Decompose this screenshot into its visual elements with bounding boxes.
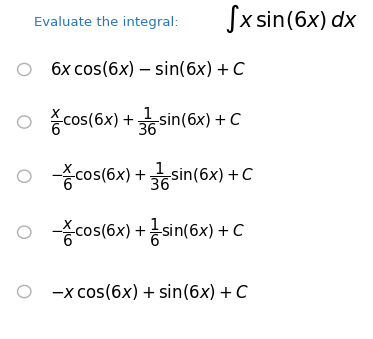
- Text: $6x\,\cos(6x) - \sin(6x) + C$: $6x\,\cos(6x) - \sin(6x) + C$: [50, 60, 247, 79]
- Circle shape: [18, 170, 31, 182]
- Text: $\int x\,\sin(6x)\,dx$: $\int x\,\sin(6x)\,dx$: [224, 2, 358, 35]
- Circle shape: [18, 116, 31, 128]
- Text: $-\dfrac{x}{6}\cos(6x) + \dfrac{1}{6}\sin(6x) + C$: $-\dfrac{x}{6}\cos(6x) + \dfrac{1}{6}\si…: [50, 216, 245, 248]
- Text: Evaluate the integral:: Evaluate the integral:: [34, 16, 178, 28]
- Circle shape: [18, 226, 31, 238]
- Text: $\dfrac{x}{6}\cos(6x) + \dfrac{1}{36}\sin(6x) + C$: $\dfrac{x}{6}\cos(6x) + \dfrac{1}{36}\si…: [50, 106, 242, 138]
- Circle shape: [18, 285, 31, 298]
- Text: $-x\,\cos(6x) + \sin(6x) + C$: $-x\,\cos(6x) + \sin(6x) + C$: [50, 282, 250, 301]
- Circle shape: [18, 63, 31, 76]
- Text: $-\dfrac{x}{6}\cos(6x) + \dfrac{1}{36}\sin(6x) + C$: $-\dfrac{x}{6}\cos(6x) + \dfrac{1}{36}\s…: [50, 160, 255, 193]
